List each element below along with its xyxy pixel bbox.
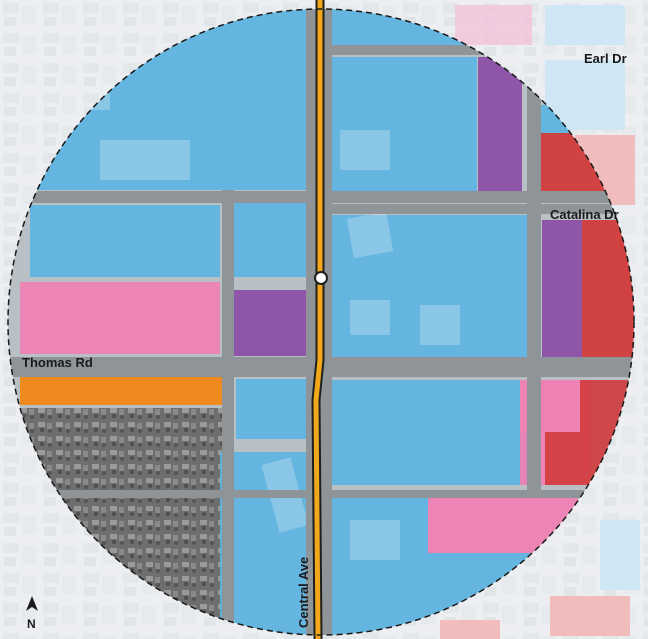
blue-parcel-s xyxy=(332,498,428,635)
study-area-boundary xyxy=(7,8,635,636)
north-arrow-label: N xyxy=(27,617,36,631)
purple-parcel-central xyxy=(234,290,306,356)
street-label-catalina: Catalina Dr xyxy=(550,207,619,222)
street-label-central: Central Ave xyxy=(296,557,311,628)
blue-parcel-nw-block xyxy=(30,205,220,277)
street-label-earl: Earl Dr xyxy=(584,51,627,66)
blue-parcel-ne xyxy=(332,57,477,203)
north-arrow: N xyxy=(26,596,38,631)
purple-parcel-catalina xyxy=(542,220,582,360)
blue-parcel-catalina xyxy=(332,215,527,360)
north-arrow-icon xyxy=(26,596,38,611)
blue-parcel-se xyxy=(332,380,532,485)
blue-parcel-mid-west xyxy=(234,203,306,277)
purple-parcel-ne xyxy=(478,57,522,203)
pink-parcel-thomas xyxy=(20,282,220,354)
blue-parcel-sw-2 xyxy=(220,452,308,635)
orange-parcel xyxy=(20,377,222,405)
street-label-thomas: Thomas Rd xyxy=(22,355,93,370)
blue-parcel-sw-1 xyxy=(236,379,306,439)
station-marker xyxy=(314,271,328,285)
